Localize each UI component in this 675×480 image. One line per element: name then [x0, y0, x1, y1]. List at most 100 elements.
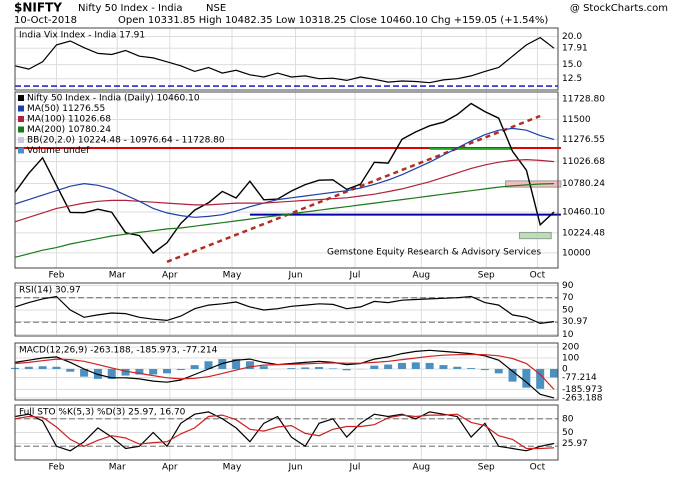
y-tick-label: 200	[562, 342, 579, 352]
y-tick-label: 11500	[562, 115, 591, 125]
series-line	[14, 102, 555, 255]
legend-entry: Volume undef	[27, 146, 90, 156]
x-tick-label: Apr	[162, 463, 178, 473]
histogram-bar	[107, 368, 116, 379]
legend-entry: MA(100) 11026.68	[27, 115, 111, 125]
legend-swatch	[18, 105, 24, 112]
histogram-bar	[190, 365, 199, 369]
x-tick-label: Mar	[109, 271, 126, 281]
histogram-bar	[467, 368, 476, 369]
y-tick-label: 12.5	[562, 74, 582, 84]
panel-title: India Vix Index - India 17.91	[19, 31, 145, 41]
histogram-bar	[24, 366, 33, 369]
x-tick-label: Aug	[413, 271, 431, 281]
y-tick-label: 0	[562, 364, 568, 374]
x-tick-label: Aug	[413, 463, 431, 473]
index-name: Nifty 50 Index - India	[78, 3, 183, 14]
histogram-bar	[397, 362, 406, 369]
x-tick-label: Jun	[288, 463, 303, 473]
histogram-bar	[453, 366, 462, 369]
series-line	[14, 411, 555, 452]
series-line	[14, 349, 555, 399]
y-tick-label: 11026.68	[562, 157, 605, 167]
source: @ StockCharts.com	[570, 3, 668, 14]
y-tick-label: 11728.80	[562, 95, 605, 105]
histogram-bar	[411, 362, 420, 369]
legend-swatch	[18, 116, 24, 122]
zone-box	[518, 231, 552, 240]
legend-swatch	[18, 126, 24, 133]
histogram-bar	[135, 368, 144, 375]
histogram-bar	[121, 368, 130, 376]
histogram-bar	[245, 361, 254, 369]
histogram-bar	[370, 365, 379, 369]
y-tick-label: 50	[562, 305, 574, 315]
series-line	[14, 353, 555, 390]
x-tick-label: Sep	[478, 463, 495, 473]
histogram-bar	[522, 368, 531, 388]
y-tick-label: 17.91	[562, 44, 588, 54]
histogram-bar	[508, 368, 517, 382]
x-tick-label: Jul	[349, 271, 361, 281]
histogram-bar	[52, 366, 61, 369]
series-line	[14, 36, 555, 84]
x-tick-label: Jun	[288, 271, 303, 281]
series-line	[14, 127, 555, 218]
histogram-bar	[342, 368, 351, 371]
histogram-bar	[287, 368, 296, 369]
histogram-bar	[536, 368, 545, 389]
y-tick-label: 11276.55	[562, 135, 605, 145]
x-tick-label: Sep	[478, 271, 495, 281]
date: 10-Oct-2018	[14, 15, 77, 26]
panel-border	[14, 27, 559, 91]
histogram-bar	[550, 368, 558, 378]
series-line	[14, 183, 555, 258]
histogram-bar	[163, 368, 172, 374]
legend-entry: BB(20,2.0) 10224.48 - 10976.64 - 11728.8…	[27, 136, 225, 146]
histogram-bar	[176, 368, 185, 371]
panel-border	[14, 404, 559, 461]
x-tick-label: Oct	[530, 463, 546, 473]
histogram-bar	[494, 368, 503, 374]
histogram-bar	[301, 367, 310, 369]
symbol: $NIFTY	[14, 1, 62, 15]
y-tick-label: 30.97	[562, 317, 588, 327]
y-tick-label: 50	[562, 428, 574, 438]
y-tick-label: 80	[562, 414, 574, 424]
histogram-bar	[149, 368, 158, 375]
panel-border	[14, 282, 559, 337]
panel-title: RSI(14) 30.97	[19, 286, 81, 296]
series-line	[14, 295, 555, 325]
legend-entry: MA(200) 10780.24	[27, 125, 111, 135]
histogram-bar	[480, 368, 489, 371]
series-line	[14, 413, 555, 450]
histogram-bar	[384, 364, 393, 369]
legend-swatch	[18, 95, 24, 101]
panel-border	[14, 91, 559, 269]
y-tick-label: 90	[562, 281, 574, 291]
x-tick-label: May	[223, 271, 242, 281]
x-tick-label: Apr	[162, 271, 178, 281]
legend-entry: MA(50) 11276.55	[27, 104, 105, 114]
quote: Open 10331.85 High 10482.35 Low 10318.25…	[118, 15, 548, 26]
y-tick-label: -77.214	[562, 373, 597, 383]
histogram-bar	[232, 359, 241, 369]
x-tick-label: May	[223, 463, 242, 473]
y-tick-label: 15.0	[562, 60, 582, 70]
x-tick-label: Feb	[48, 463, 64, 473]
annotation: Gemstone Equity Research & Advisory Serv…	[327, 248, 541, 258]
x-tick-label: Oct	[530, 271, 546, 281]
histogram-bar	[425, 362, 434, 369]
x-tick-label: Mar	[109, 463, 126, 473]
series-line	[14, 158, 555, 223]
y-tick-label: -263.188	[562, 393, 603, 403]
y-tick-label: 10000	[562, 248, 591, 258]
y-tick-label: 10	[562, 330, 574, 340]
y-tick-label: -185.973	[562, 385, 602, 395]
legend-swatch	[18, 147, 24, 154]
y-tick-label: 10460.10	[562, 207, 605, 217]
legend-entry: Nifty 50 Index - India (Daily) 10460.10	[27, 94, 200, 104]
panel-title: MACD(12,26,9) -263.188, -185.973, -77.21…	[19, 346, 218, 356]
histogram-bar	[439, 365, 448, 369]
